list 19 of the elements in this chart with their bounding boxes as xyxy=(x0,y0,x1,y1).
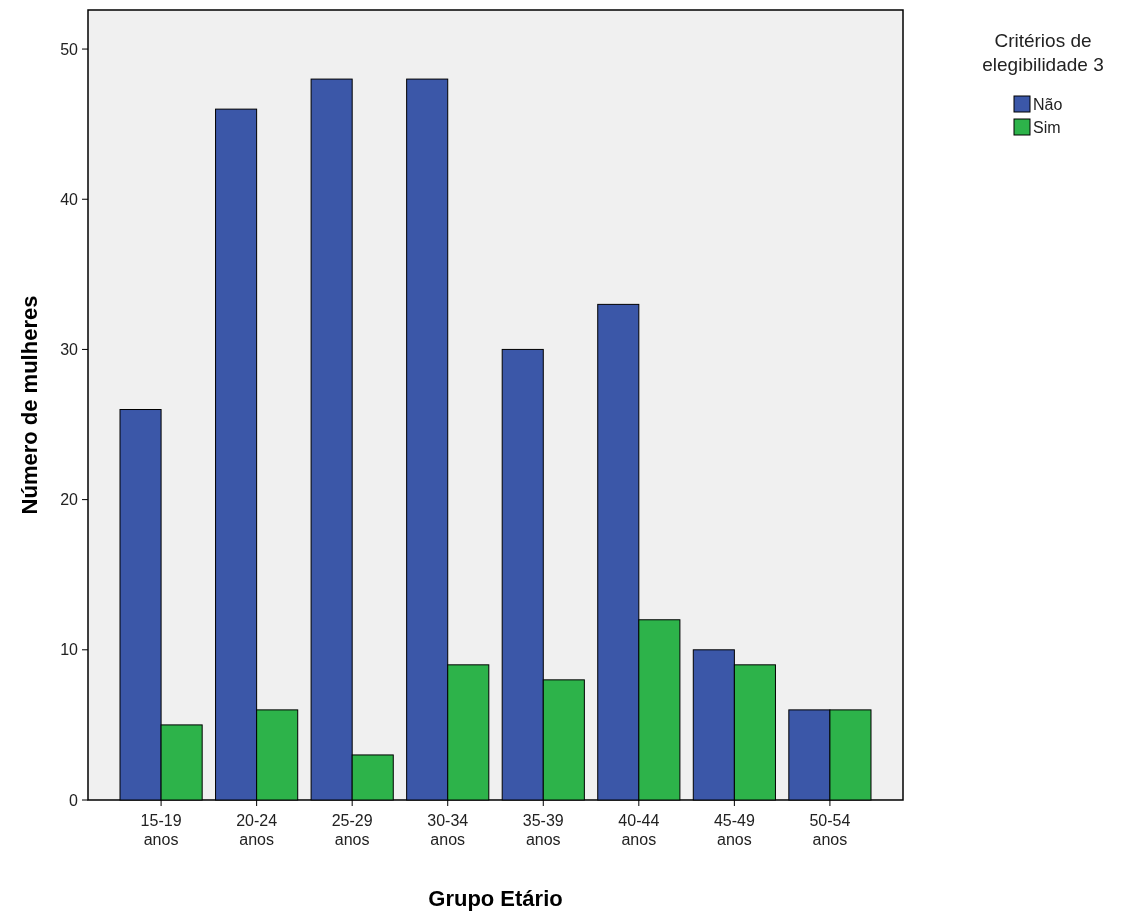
x-tick-label: 40-44 anos xyxy=(618,812,660,848)
y-axis-title: Número de mulheres xyxy=(17,295,42,515)
legend-label: Sim xyxy=(1033,119,1061,136)
x-axis-title: Grupo Etário xyxy=(428,886,563,911)
x-tick-label: 20-24 anos xyxy=(236,812,278,848)
y-tick-label: 20 xyxy=(60,491,79,509)
x-tick-label: 30-34 anos xyxy=(427,812,469,848)
x-tick-label: 15-19 anos xyxy=(140,812,182,848)
x-tick-label: 35-39 anos xyxy=(522,812,564,848)
x-tick-label: 50-54 anos xyxy=(809,812,851,848)
y-tick-label: 10 xyxy=(60,641,79,659)
y-tick-label: 50 xyxy=(60,40,79,58)
legend-label: Não xyxy=(1033,96,1063,113)
x-tick-label: 25-29 anos xyxy=(331,812,373,848)
y-tick-label: 30 xyxy=(60,341,79,359)
y-tick-label: 40 xyxy=(60,190,79,208)
x-tick-label: 45-49 anos xyxy=(713,812,755,848)
y-tick-label: 0 xyxy=(69,791,79,809)
legend-title: Critérios de elegibilidade 3 xyxy=(982,30,1104,75)
